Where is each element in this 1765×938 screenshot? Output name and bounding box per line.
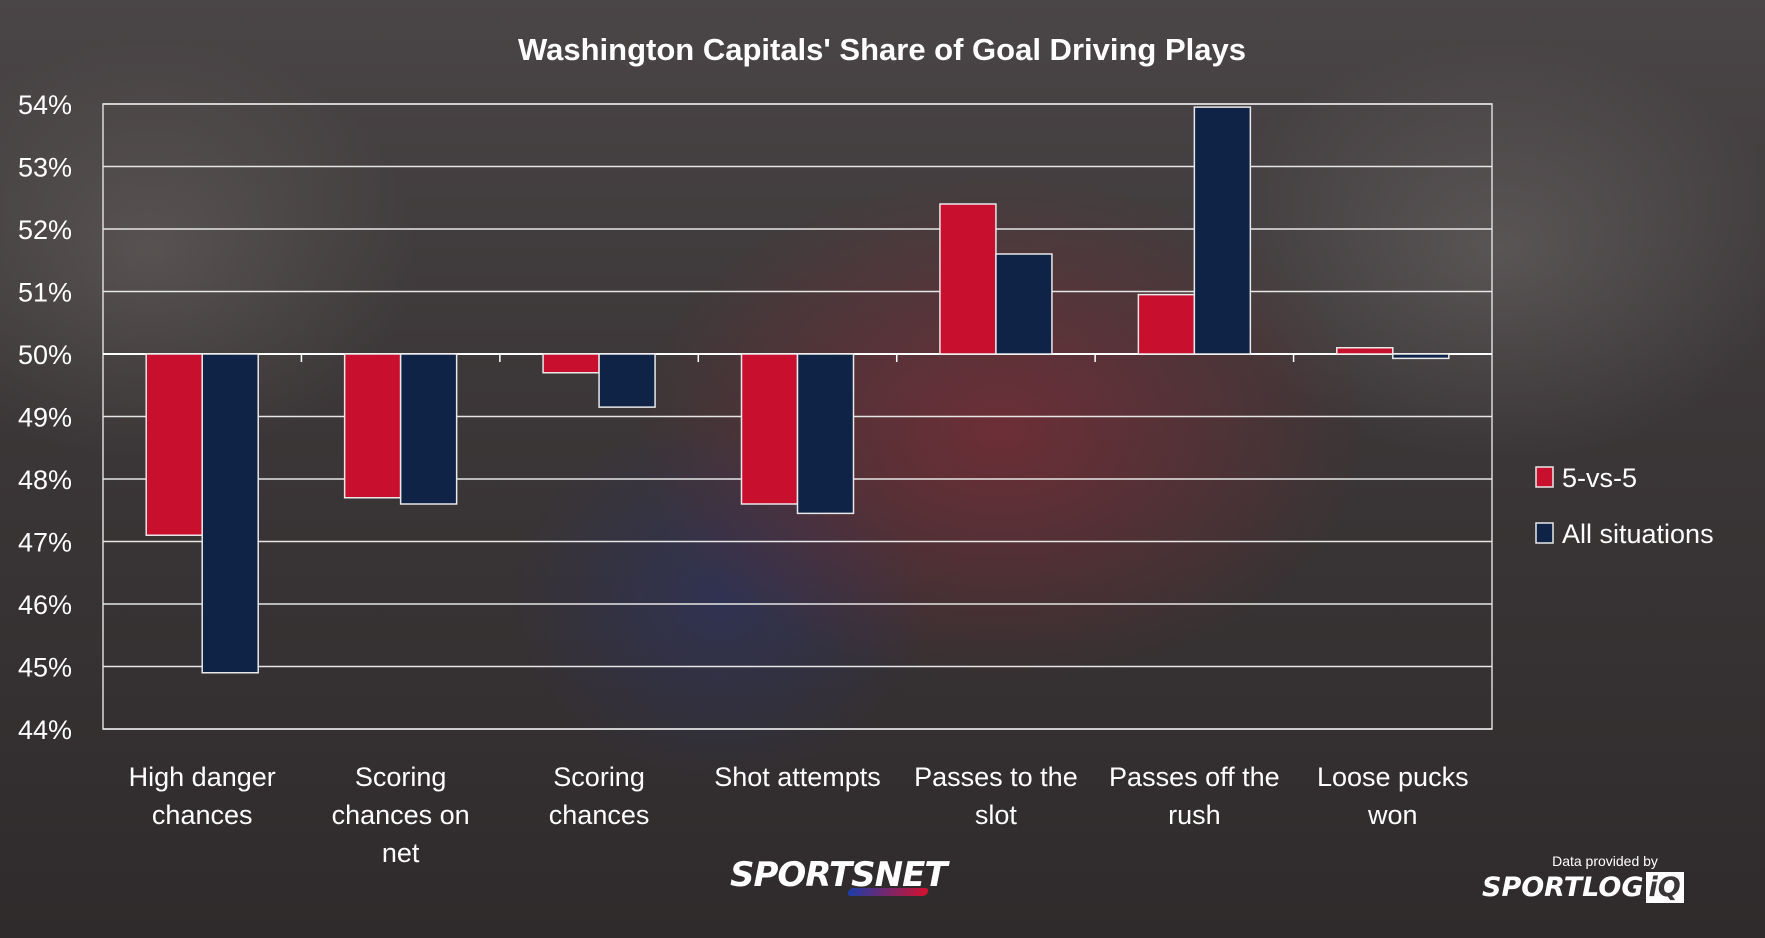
y-tick-label: 53% [18,153,72,183]
bar-five-vs-five [343,353,402,499]
x-tick-label: Scoring [553,762,645,792]
x-tick-label: net [382,838,420,868]
bar-all-situations [598,353,656,408]
bar-five-vs-five [939,203,997,355]
y-tick-label: 45% [18,653,72,683]
bar-five-vs-five [542,353,600,374]
y-tick-label: 47% [18,528,72,558]
x-tick-label: High danger [129,762,276,792]
y-tick-label: 54% [18,90,72,120]
y-tick-label: 52% [18,215,72,245]
y-tick-label: 49% [18,403,72,433]
bar-all-situations [995,253,1053,355]
x-tick-label: won [1367,800,1418,830]
bar-five-vs-five [1336,347,1394,355]
bar-five-vs-five [740,353,799,505]
y-tick-label: 44% [18,715,72,745]
x-tick-label: chances on [332,800,470,830]
bar-five-vs-five [1137,293,1196,355]
x-tick-label: Shot attempts [714,762,881,792]
x-tick-label: Passes to the [914,762,1078,792]
x-tick-label: rush [1168,800,1221,830]
y-tick-label: 51% [18,278,72,308]
bar-all-situations [201,353,259,674]
legend-swatch [1535,522,1554,544]
legend-swatch [1535,466,1554,488]
x-tick-label: Passes off the [1109,762,1280,792]
legend-label: 5-vs-5 [1562,463,1637,493]
x-tick-label: slot [975,800,1018,830]
bar-all-situations [399,353,458,505]
x-tick-label: chances [152,800,253,830]
x-tick-label: Scoring [355,762,447,792]
x-tick-label: chances [549,800,650,830]
sportsnet-swoosh-icon [846,888,930,896]
y-tick-label: 46% [18,590,72,620]
y-tick-label: 50% [18,340,72,370]
sportsnet-logo: SPORTSNET [730,855,948,896]
bar-all-situations [1193,106,1252,355]
sportlogiq-logo: SPORTLOG iQ [1482,872,1684,903]
bar-five-vs-five [145,353,203,536]
data-credit-label: Data provided by [1552,853,1658,869]
bar-all-situations [1392,353,1450,360]
x-tick-label: Loose pucks [1317,762,1469,792]
chart-title: Washington Capitals' Share of Goal Drivi… [518,32,1246,67]
legend-label: All situations [1562,519,1714,549]
y-tick-label: 48% [18,465,72,495]
bar-all-situations [796,353,855,515]
